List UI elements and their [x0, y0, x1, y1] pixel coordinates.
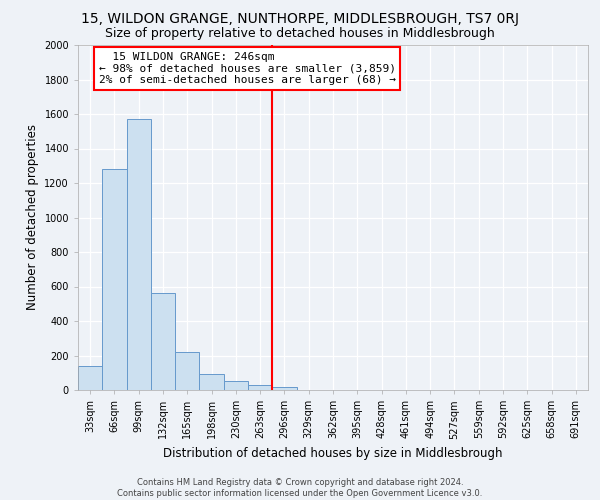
- Text: 15 WILDON GRANGE: 246sqm
← 98% of detached houses are smaller (3,859)
2% of semi: 15 WILDON GRANGE: 246sqm ← 98% of detach…: [98, 52, 395, 85]
- Bar: [248, 385, 272, 390]
- X-axis label: Distribution of detached houses by size in Middlesbrough: Distribution of detached houses by size …: [163, 447, 503, 460]
- Text: Size of property relative to detached houses in Middlesbrough: Size of property relative to detached ho…: [105, 28, 495, 40]
- Y-axis label: Number of detached properties: Number of detached properties: [26, 124, 39, 310]
- Bar: [127, 119, 151, 390]
- Text: Contains HM Land Registry data © Crown copyright and database right 2024.
Contai: Contains HM Land Registry data © Crown c…: [118, 478, 482, 498]
- Bar: [224, 382, 248, 390]
- Text: 15, WILDON GRANGE, NUNTHORPE, MIDDLESBROUGH, TS7 0RJ: 15, WILDON GRANGE, NUNTHORPE, MIDDLESBRO…: [81, 12, 519, 26]
- Bar: [78, 366, 102, 390]
- Bar: [272, 388, 296, 390]
- Bar: [175, 352, 199, 390]
- Bar: [102, 169, 127, 390]
- Bar: [199, 374, 224, 390]
- Bar: [151, 294, 175, 390]
